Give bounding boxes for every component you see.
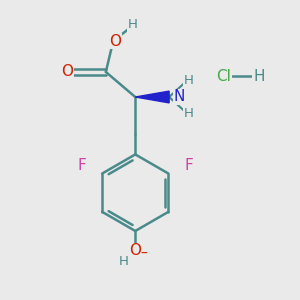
Text: N: N bbox=[174, 89, 185, 104]
Text: H: H bbox=[184, 74, 194, 87]
Text: H: H bbox=[128, 18, 137, 32]
Text: F: F bbox=[184, 158, 193, 172]
Text: O: O bbox=[129, 244, 141, 259]
Text: O: O bbox=[109, 34, 121, 49]
Text: –: – bbox=[140, 247, 147, 261]
Text: H: H bbox=[119, 254, 129, 268]
Text: H: H bbox=[253, 69, 265, 84]
Text: F: F bbox=[78, 158, 86, 172]
Text: H: H bbox=[184, 107, 194, 120]
Polygon shape bbox=[135, 91, 169, 103]
Text: Cl: Cl bbox=[216, 69, 231, 84]
Text: O: O bbox=[61, 64, 73, 80]
